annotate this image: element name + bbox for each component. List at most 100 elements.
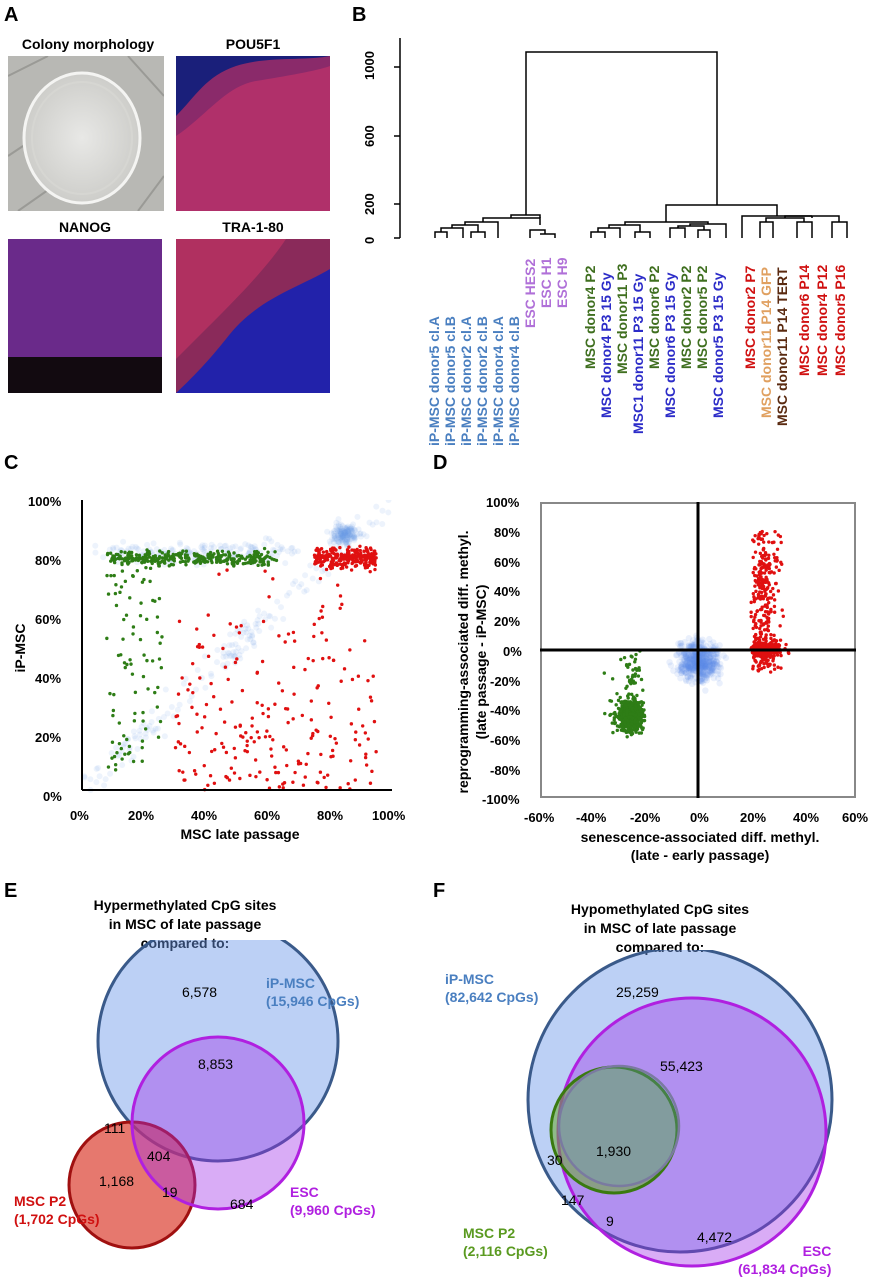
density-point <box>708 666 715 674</box>
red-point <box>195 712 199 716</box>
density-point <box>265 612 272 619</box>
green-point <box>270 557 274 561</box>
density-point <box>700 663 708 670</box>
density-point <box>705 663 713 670</box>
density-point <box>331 534 338 541</box>
green-point <box>119 550 123 554</box>
d-x-axis-title-line1: senescence-associated diff. methyl. <box>580 829 820 845</box>
density-point <box>327 540 334 547</box>
red-point <box>180 676 184 680</box>
density-point <box>685 642 693 649</box>
red-point <box>762 658 766 662</box>
density-point <box>245 542 252 549</box>
density-point <box>682 663 690 670</box>
density-point <box>350 521 357 528</box>
red-point <box>306 751 310 756</box>
density-point <box>164 710 171 717</box>
density-point <box>698 659 706 666</box>
density-point <box>689 664 697 672</box>
leaf-label: MSC donor2 P7 <box>742 265 758 369</box>
density-point <box>331 536 338 543</box>
green-point <box>633 681 638 685</box>
density-point <box>373 503 380 510</box>
red-point <box>768 571 772 575</box>
density-point <box>703 654 711 661</box>
density-point <box>688 667 695 674</box>
density-point <box>682 653 690 660</box>
red-point <box>313 559 318 564</box>
d-y-tick: 20% <box>494 614 521 629</box>
red-point <box>346 782 350 786</box>
density-point <box>250 639 257 646</box>
density-point <box>673 651 681 659</box>
red-point <box>309 736 313 740</box>
red-point <box>313 555 317 559</box>
density-point <box>225 649 232 656</box>
density-point <box>678 663 685 671</box>
red-point <box>325 553 329 557</box>
density-point <box>678 666 685 673</box>
dendrogram-tree <box>394 38 848 239</box>
red-point <box>762 533 766 538</box>
venn-f-title-line: compared to: <box>615 939 705 955</box>
density-point <box>686 654 693 662</box>
density-point <box>701 657 709 664</box>
density-point <box>687 665 694 673</box>
density-point <box>107 770 114 777</box>
density-point <box>682 652 690 660</box>
red-point <box>767 540 771 544</box>
green-point <box>623 716 628 721</box>
green-point <box>122 661 127 665</box>
venn-e-title-line: compared to: <box>140 935 230 951</box>
density-point <box>711 660 719 667</box>
scatter-plot-d <box>540 502 856 798</box>
green-point <box>117 556 122 560</box>
green-point <box>625 684 629 689</box>
micrograph-pou5f1 <box>176 56 330 211</box>
density-point <box>698 661 705 668</box>
red-point <box>338 545 342 550</box>
green-point <box>212 552 216 556</box>
density-point <box>227 631 234 638</box>
green-point <box>167 558 171 562</box>
red-point <box>195 730 199 734</box>
density-point <box>336 532 343 539</box>
red-point <box>349 554 353 558</box>
density-point <box>336 530 343 537</box>
green-point <box>123 665 127 670</box>
red-point <box>209 681 213 686</box>
density-point <box>704 667 711 674</box>
venn-diagram-e <box>67 940 340 1250</box>
green-point <box>633 660 637 664</box>
red-point <box>340 564 345 568</box>
red-point <box>230 700 234 704</box>
green-point <box>148 566 153 571</box>
density-point <box>689 671 696 678</box>
red-point <box>324 567 329 572</box>
density-point <box>709 665 716 672</box>
green-point <box>226 550 231 554</box>
green-point <box>640 714 645 719</box>
density-point <box>348 527 355 534</box>
red-point <box>233 660 238 665</box>
green-point <box>159 666 164 670</box>
density-point <box>338 534 345 541</box>
density-point <box>698 670 706 678</box>
density-point <box>347 532 354 539</box>
density-point <box>700 673 708 681</box>
red-point <box>339 552 344 556</box>
green-point <box>618 695 622 700</box>
density-point <box>237 655 244 662</box>
red-point <box>204 702 209 707</box>
red-point <box>759 666 764 671</box>
red-point <box>235 657 239 661</box>
red-point <box>749 600 753 605</box>
density-point <box>307 562 314 569</box>
density-point <box>120 538 127 545</box>
density-point <box>345 528 352 535</box>
green-point <box>105 552 110 557</box>
density-point <box>176 539 183 546</box>
red-point <box>751 626 755 631</box>
density-point <box>686 659 694 667</box>
density-point <box>252 621 259 628</box>
